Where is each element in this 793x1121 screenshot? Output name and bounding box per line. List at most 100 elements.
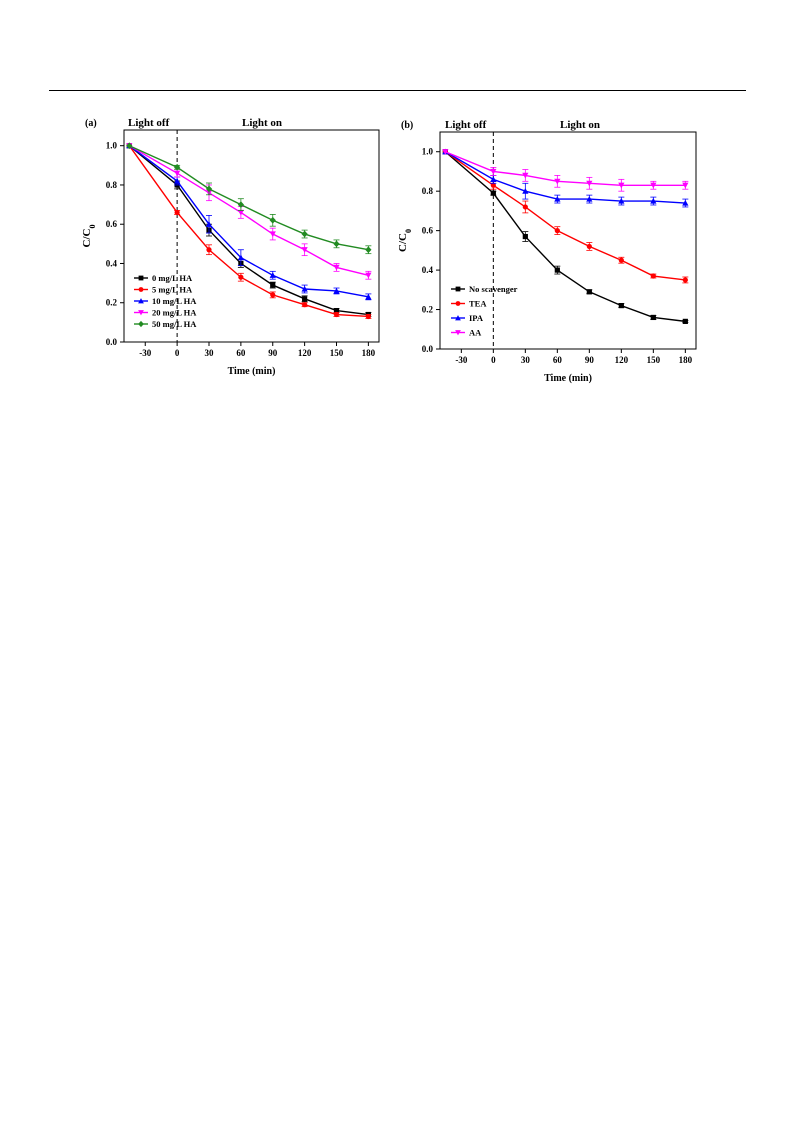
series-line <box>128 145 369 276</box>
data-point <box>333 240 340 248</box>
data-point <box>206 247 212 253</box>
data-point <box>490 168 497 175</box>
y-tick-label: 0.4 <box>422 265 434 275</box>
data-point <box>126 142 133 150</box>
y-tick-label: 0.0 <box>106 337 118 347</box>
legend-label: 0 mg/L HA <box>152 273 193 283</box>
data-point <box>554 228 560 234</box>
y-axis-label: C/C0 <box>397 229 413 252</box>
data-point <box>365 246 372 254</box>
data-point <box>301 230 308 238</box>
x-tick-label: -30 <box>139 348 151 358</box>
data-point <box>618 182 625 189</box>
data-point <box>205 185 213 193</box>
data-point <box>442 149 449 155</box>
panel-label: (a) <box>85 118 97 129</box>
data-point <box>237 254 244 261</box>
x-tick-label: 30 <box>205 348 215 358</box>
legend-marker <box>455 315 461 321</box>
series-1 <box>126 143 372 320</box>
x-tick-label: 90 <box>268 348 278 358</box>
data-point <box>586 180 593 187</box>
x-tick-label: 150 <box>330 348 344 358</box>
data-point <box>270 282 276 288</box>
data-point <box>554 178 561 185</box>
legend-marker <box>138 287 144 292</box>
series-line <box>444 151 686 204</box>
chart-b-svg: (b) Light off Light on -30 0 30 60 90 120 150 180 0… <box>397 119 697 384</box>
legend-marker <box>138 320 144 328</box>
series-line <box>444 151 686 323</box>
y-tick-label: 0.2 <box>422 305 434 315</box>
y-tick-label: 0.4 <box>106 258 118 268</box>
legend-label: IPA <box>469 313 484 323</box>
data-point <box>522 188 529 194</box>
data-point <box>302 296 308 302</box>
light-on-label: Light on <box>242 117 282 129</box>
x-tick-label: 180 <box>362 348 376 358</box>
data-point <box>174 177 181 184</box>
legend-marker <box>138 310 144 316</box>
series-line <box>128 145 369 318</box>
series-line <box>128 145 369 298</box>
plot-frame <box>123 129 380 343</box>
data-point <box>205 221 213 227</box>
y-tick-label: 1.0 <box>106 141 118 151</box>
data-point <box>490 176 497 182</box>
light-off-label: Light off <box>128 117 170 129</box>
x-tick-label: 0 <box>491 355 496 365</box>
data-point <box>490 182 496 188</box>
plot-frame <box>439 131 697 350</box>
data-point <box>365 272 372 279</box>
x-tick-label: 0 <box>175 348 180 358</box>
data-point <box>333 264 340 271</box>
data-point <box>333 307 340 314</box>
series-3 <box>442 149 689 192</box>
series-1 <box>442 149 689 284</box>
data-point <box>174 209 180 216</box>
x-tick-label: 90 <box>585 355 595 365</box>
data-point <box>333 311 340 318</box>
data-point <box>237 201 244 208</box>
data-point <box>174 170 181 177</box>
data-point <box>365 313 371 320</box>
y-tick-label: 0.8 <box>422 186 434 196</box>
data-point <box>269 231 276 238</box>
legend-label: 20 mg/L HA <box>152 308 197 318</box>
data-point <box>586 195 593 202</box>
x-axis-label: Time (min) <box>544 373 592 384</box>
chart-panel-b: (b) Light off Light on -30 0 30 60 90 120 150 180 0… <box>392 112 712 402</box>
y-tick-label: 0.0 <box>422 344 434 354</box>
x-axis-label: Time (min) <box>228 366 276 377</box>
data-point <box>650 273 656 279</box>
data-point <box>682 182 689 189</box>
x-tick-label: 120 <box>298 348 312 358</box>
series-3 <box>126 143 372 280</box>
series-2 <box>126 142 372 301</box>
header-rule <box>49 90 746 91</box>
chart-panel-a: (a) Light off Light on -30 0 30 60 90 120 150 180 0… <box>78 110 398 400</box>
x-tick-label: 30 <box>521 355 531 365</box>
data-point <box>270 292 276 298</box>
series-line <box>445 151 686 186</box>
legend-label: 5 mg/L HA <box>152 285 193 295</box>
x-tick-label: 60 <box>553 355 563 365</box>
data-point <box>238 274 244 280</box>
light-off-label: Light off <box>445 119 487 131</box>
y-tick-label: 0.6 <box>106 219 118 229</box>
series-0 <box>442 149 689 324</box>
x-tick-label: 180 <box>679 355 693 365</box>
series-line <box>129 145 369 251</box>
data-point <box>301 247 308 253</box>
data-point <box>269 216 276 224</box>
legend-marker <box>455 330 461 336</box>
series-2 <box>442 148 689 208</box>
data-point <box>333 287 340 294</box>
y-tick-label: 0.2 <box>106 298 118 308</box>
panel-label: (b) <box>401 120 413 131</box>
legend-marker <box>138 275 144 281</box>
data-point <box>365 293 372 300</box>
legend-marker <box>455 301 461 306</box>
x-tick-label: 120 <box>615 355 629 365</box>
light-on-label: Light on <box>560 119 600 131</box>
